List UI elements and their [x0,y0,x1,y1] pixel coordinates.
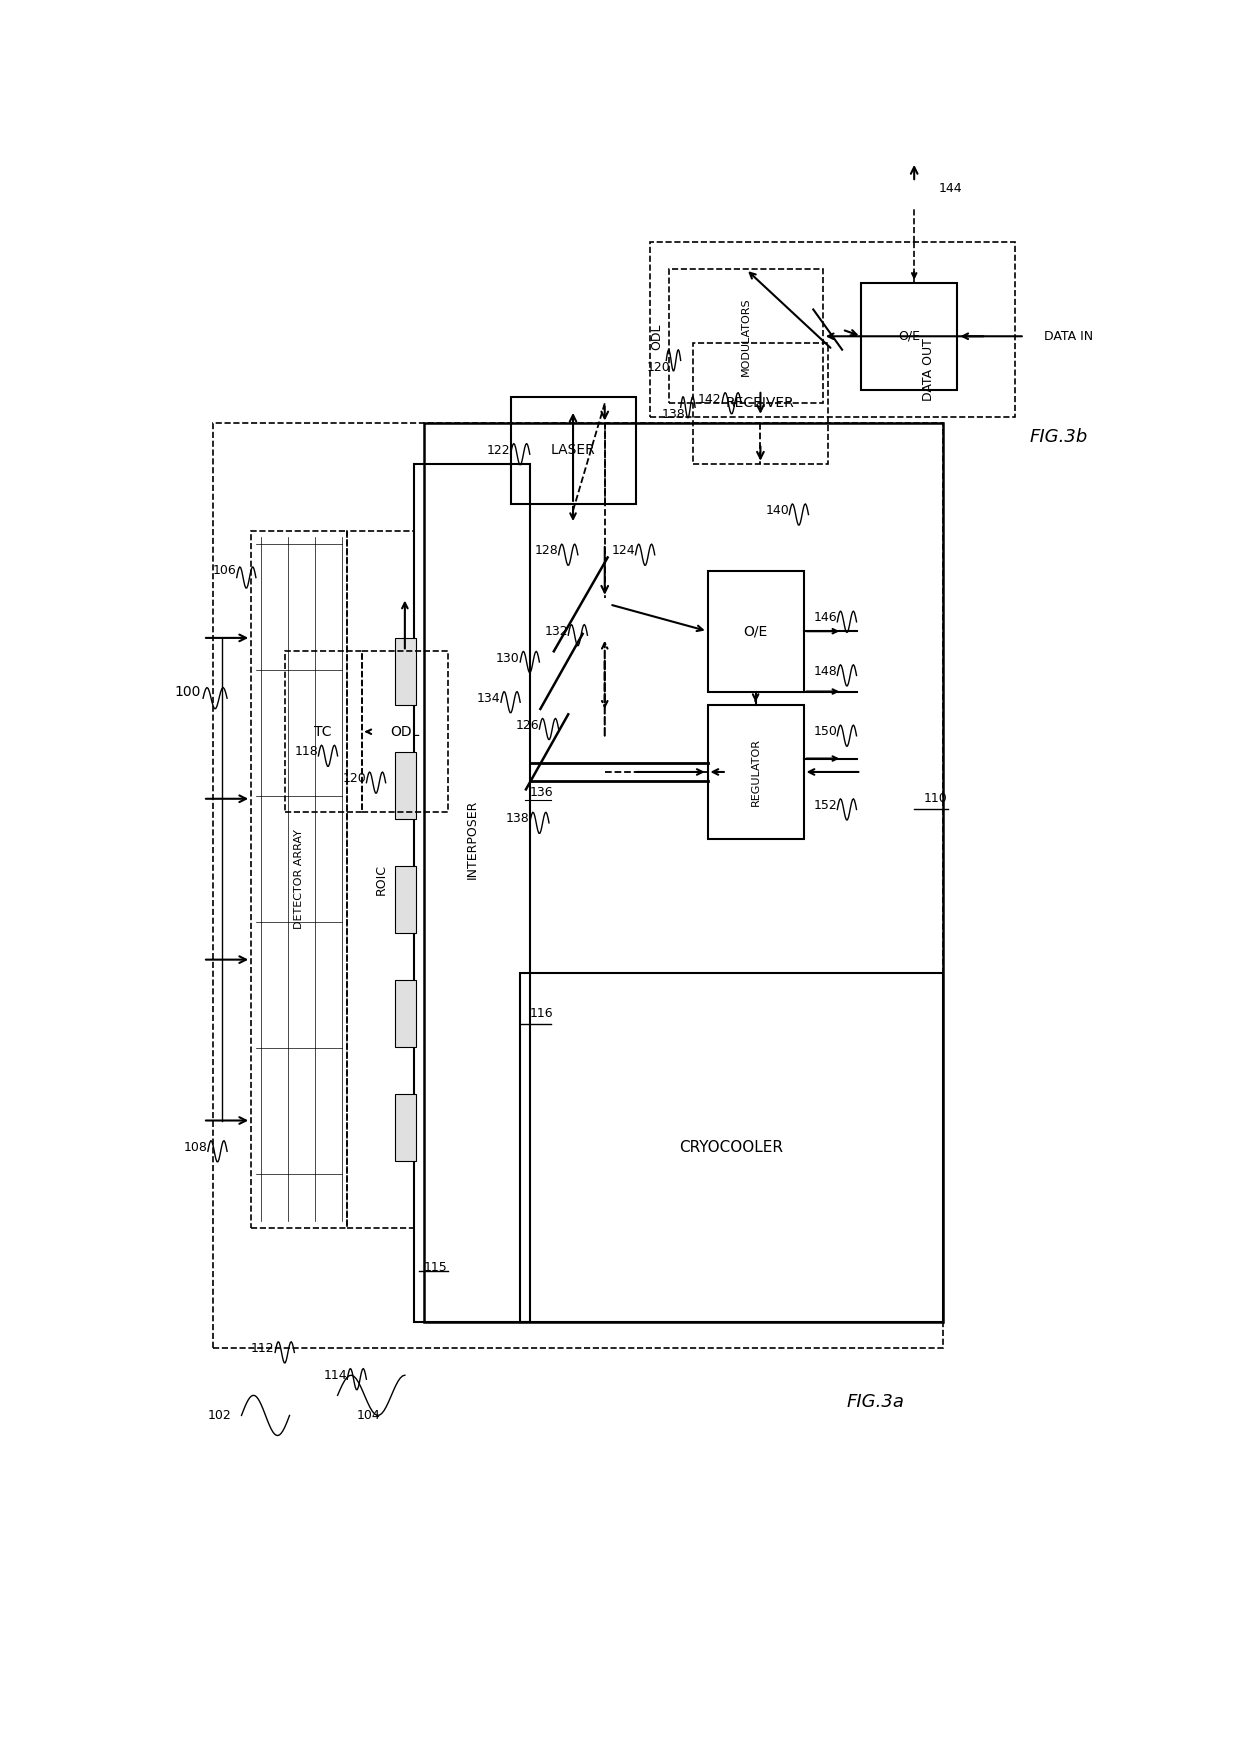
Text: 144: 144 [939,183,962,195]
Text: 134: 134 [477,691,501,705]
Text: FIG.3b: FIG.3b [1029,428,1087,446]
Text: O/E: O/E [899,329,920,343]
Text: 102: 102 [208,1408,232,1422]
Text: ODL: ODL [391,724,419,738]
Bar [511,397,635,503]
Text: 108: 108 [184,1140,208,1154]
Text: 115: 115 [424,1262,448,1274]
Text: 138: 138 [506,813,529,825]
Text: 112: 112 [250,1342,275,1354]
Text: TC: TC [315,724,332,738]
Text: RECEIVER: RECEIVER [727,397,795,411]
Bar [414,463,529,1321]
Text: 120: 120 [342,773,366,785]
Text: 150: 150 [813,726,837,738]
Text: CRYOCOOLER: CRYOCOOLER [680,1140,784,1154]
Bar [396,752,417,818]
Text: 152: 152 [813,799,837,811]
Text: 114: 114 [324,1368,347,1382]
Text: INTERPOSER: INTERPOSER [466,799,479,879]
Text: 126: 126 [516,719,539,731]
Text: 110: 110 [924,792,947,806]
Text: 120: 120 [647,360,671,374]
Text: 116: 116 [529,1006,553,1020]
Text: 142: 142 [698,393,722,406]
Text: DATA IN: DATA IN [1044,329,1092,343]
Text: 124: 124 [611,545,635,557]
Bar [347,531,414,1227]
Bar [708,571,804,691]
Text: 130: 130 [496,651,520,665]
Text: DATA OUT: DATA OUT [923,338,935,400]
Bar [670,270,823,404]
Bar [396,865,417,933]
Bar [285,651,362,811]
Bar [693,343,828,463]
Bar [250,531,347,1227]
Text: 140: 140 [765,505,789,517]
Text: ROIC: ROIC [374,864,387,895]
Text: FIG.3a: FIG.3a [847,1393,905,1410]
Text: 136: 136 [529,785,553,799]
Text: MODULATORS: MODULATORS [742,298,751,376]
Text: REGULATOR: REGULATOR [750,738,760,806]
Bar [521,973,944,1321]
Text: 138: 138 [661,407,686,421]
Text: 148: 148 [813,665,837,677]
Bar [213,423,942,1348]
Bar [708,705,804,839]
Bar [396,1093,417,1161]
Text: DETECTOR ARRAY: DETECTOR ARRAY [294,829,304,930]
Text: 118: 118 [294,745,319,759]
Text: 104: 104 [357,1408,381,1422]
Text: 122: 122 [486,444,510,456]
Text: 100: 100 [174,684,201,698]
Bar [396,980,417,1046]
Bar [650,242,1016,416]
Bar [424,423,944,1321]
Text: 132: 132 [544,625,568,637]
Text: ODL: ODL [650,324,663,350]
Text: LASER: LASER [551,444,595,458]
Text: 146: 146 [813,611,837,625]
Bar [396,637,417,705]
Bar [362,651,448,811]
Text: 106: 106 [213,564,237,578]
Text: 128: 128 [534,545,558,557]
Text: O/E: O/E [744,625,768,639]
Bar [862,282,957,390]
